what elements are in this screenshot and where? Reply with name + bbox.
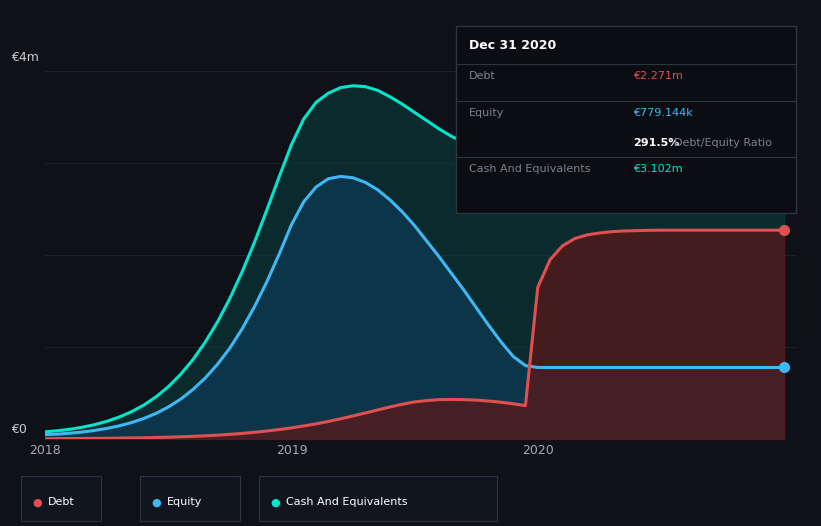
Text: €4m: €4m xyxy=(11,50,39,64)
Text: ●: ● xyxy=(151,497,161,508)
Text: Equity: Equity xyxy=(470,108,505,118)
Text: Dec 31 2020: Dec 31 2020 xyxy=(470,39,557,53)
Text: 291.5%: 291.5% xyxy=(633,138,679,148)
Text: ●: ● xyxy=(32,497,42,508)
Text: Cash And Equivalents: Cash And Equivalents xyxy=(470,165,591,175)
Text: €3.102m: €3.102m xyxy=(633,165,682,175)
Text: Cash And Equivalents: Cash And Equivalents xyxy=(286,497,407,508)
Text: Debt: Debt xyxy=(470,71,496,81)
Text: €0: €0 xyxy=(11,422,27,436)
Text: ●: ● xyxy=(270,497,280,508)
Text: Debt/Equity Ratio: Debt/Equity Ratio xyxy=(674,138,772,148)
Text: Equity: Equity xyxy=(167,497,202,508)
Text: €2.271m: €2.271m xyxy=(633,71,683,81)
Text: Debt: Debt xyxy=(48,497,75,508)
Text: €779.144k: €779.144k xyxy=(633,108,693,118)
